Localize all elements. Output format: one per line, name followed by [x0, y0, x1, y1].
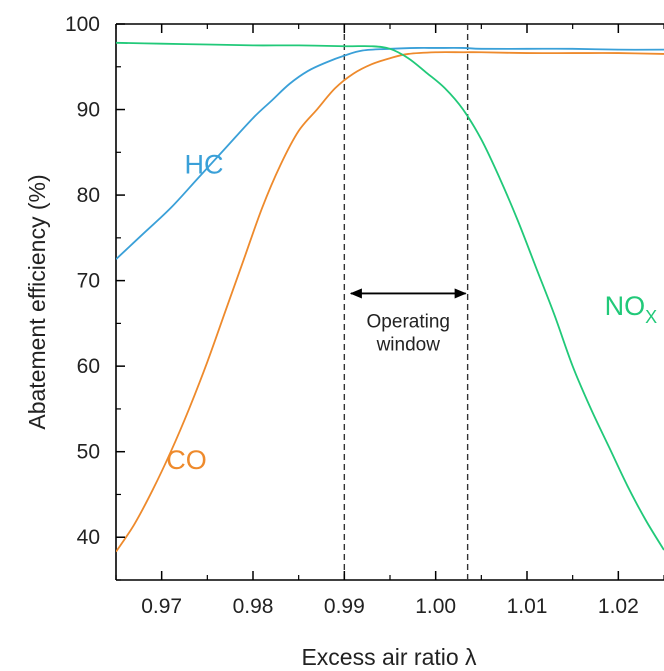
plot-frame [115, 23, 664, 581]
series-label-nox: NOX [605, 291, 658, 327]
x-tick-label: 0.97 [141, 595, 182, 618]
x-tick-label: 1.02 [598, 595, 639, 618]
x-axis-ticks: 0.97 0.98 0.99 1.00 1.01 1.02 [115, 24, 664, 618]
series-line-co [116, 51, 664, 553]
operating-window-boundaries [343, 24, 469, 580]
series-labels: HC CO NOX [166, 150, 657, 475]
y-tick-label: 40 [77, 526, 100, 549]
y-tick-label: 60 [77, 355, 100, 378]
y-tick-label: 100 [65, 13, 100, 36]
series-label-co: CO [166, 445, 207, 475]
y-tick-label: 80 [77, 184, 100, 207]
operating-window-label-line2: window [376, 334, 441, 355]
x-tick-label: 0.99 [324, 595, 365, 618]
y-axis-title: Abatement efficiency (%) [24, 174, 50, 429]
series-line-hc [116, 46, 664, 260]
x-axis-title: Excess air ratio λ [301, 644, 477, 670]
x-tick-label: 1.00 [415, 595, 456, 618]
y-tick-label: 50 [77, 441, 100, 464]
y-tick-label: 90 [77, 99, 100, 122]
y-tick-label: 70 [77, 270, 100, 293]
series-label-hc: HC [185, 150, 224, 180]
x-tick-label: 1.01 [507, 595, 548, 618]
series-lines [116, 41, 664, 553]
y-axis-ticks: 40 50 60 70 80 90 100 [65, 13, 125, 581]
x-tick-label: 0.98 [233, 595, 274, 618]
operating-window-label-line1: Operating [367, 311, 450, 332]
series-line-nox [116, 41, 664, 551]
